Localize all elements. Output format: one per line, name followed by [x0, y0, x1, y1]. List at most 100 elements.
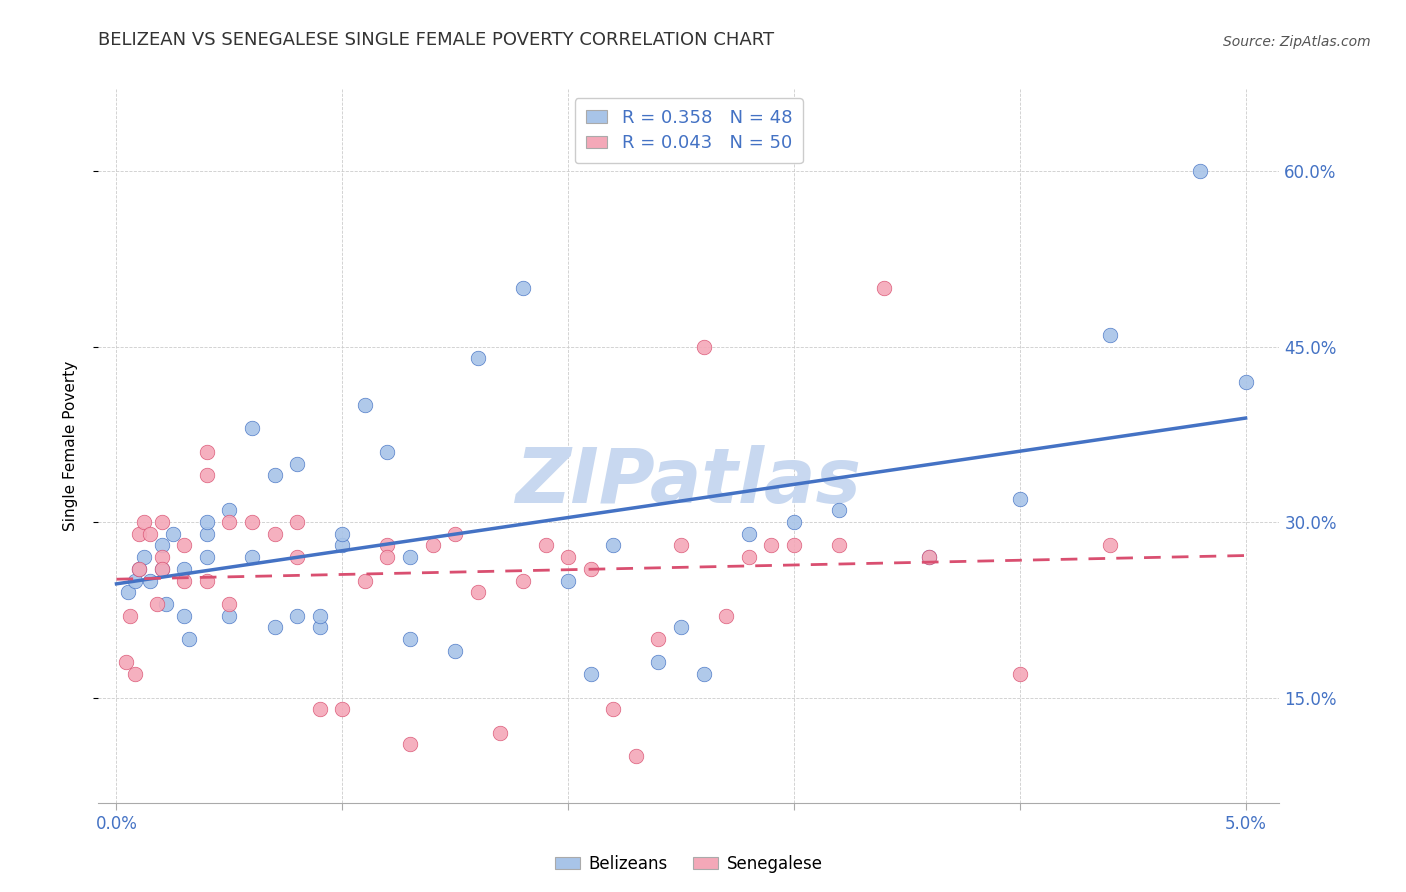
Point [738, 550, 761, 565]
Point [512, 574, 534, 588]
Point [692, 667, 714, 681]
Point [761, 538, 783, 552]
Point [263, 620, 285, 634]
Point [377, 550, 399, 565]
Point [1008, 667, 1031, 681]
Point [124, 574, 146, 588]
Point [146, 597, 169, 611]
Point [828, 538, 851, 552]
Point [218, 608, 240, 623]
Point [263, 468, 285, 483]
Point [195, 574, 218, 588]
Point [1189, 164, 1212, 178]
Point [173, 562, 195, 576]
Point [624, 749, 647, 764]
Point [285, 457, 308, 471]
Text: ZIPatlas: ZIPatlas [516, 445, 862, 518]
Point [669, 620, 692, 634]
Point [195, 445, 218, 459]
Point [1234, 375, 1257, 389]
Point [692, 340, 714, 354]
Point [557, 550, 579, 565]
Point [124, 667, 146, 681]
Point [218, 597, 240, 611]
Point [579, 562, 602, 576]
Point [399, 550, 422, 565]
Point [354, 574, 377, 588]
Point [467, 351, 489, 366]
Point [195, 468, 218, 483]
Point [444, 526, 467, 541]
Point [117, 585, 139, 599]
Point [330, 526, 353, 541]
Point [918, 550, 941, 565]
Point [489, 725, 512, 739]
Point [285, 550, 308, 565]
Point [139, 526, 162, 541]
Text: BELIZEAN VS SENEGALESE SINGLE FEMALE POVERTY CORRELATION CHART: BELIZEAN VS SENEGALESE SINGLE FEMALE POV… [98, 31, 775, 49]
Point [139, 574, 162, 588]
Text: Source: ZipAtlas.com: Source: ZipAtlas.com [1223, 35, 1371, 49]
Point [579, 667, 602, 681]
Point [195, 515, 218, 529]
Point [647, 656, 669, 670]
Point [422, 538, 444, 552]
Point [873, 281, 896, 295]
Point [602, 702, 624, 716]
Point [602, 538, 624, 552]
Point [195, 550, 218, 565]
Point [308, 702, 330, 716]
Point [444, 644, 467, 658]
Point [918, 550, 941, 565]
Point [828, 503, 851, 517]
Point [173, 574, 195, 588]
Point [150, 515, 173, 529]
Point [534, 538, 557, 552]
Point [150, 562, 173, 576]
Point [783, 538, 806, 552]
Point [467, 585, 489, 599]
Point [399, 737, 422, 751]
Point [285, 515, 308, 529]
Point [173, 538, 195, 552]
Point [330, 538, 353, 552]
Point [195, 526, 218, 541]
Point [377, 538, 399, 552]
Point [177, 632, 200, 646]
Point [132, 515, 155, 529]
Point [308, 620, 330, 634]
Point [1099, 327, 1122, 342]
Point [716, 608, 738, 623]
Point [150, 538, 173, 552]
Point [132, 550, 155, 565]
Point [150, 550, 173, 565]
Point [1008, 491, 1031, 506]
Point [263, 526, 285, 541]
Point [240, 421, 263, 435]
Point [1099, 538, 1122, 552]
Point [173, 608, 195, 623]
Point [557, 574, 579, 588]
Point [354, 398, 377, 412]
Point [218, 515, 240, 529]
Point [308, 608, 330, 623]
Point [669, 538, 692, 552]
Point [118, 608, 141, 623]
Point [128, 562, 150, 576]
Legend: Belizeans, Senegalese: Belizeans, Senegalese [548, 848, 830, 880]
Point [218, 503, 240, 517]
Point [240, 515, 263, 529]
Point [783, 515, 806, 529]
Point [128, 526, 150, 541]
Point [285, 608, 308, 623]
Point [647, 632, 669, 646]
Point [150, 562, 173, 576]
Point [330, 702, 353, 716]
Legend: R = 0.358   N = 48, R = 0.043   N = 50: R = 0.358 N = 48, R = 0.043 N = 50 [575, 98, 803, 163]
Point [377, 445, 399, 459]
Point [114, 656, 136, 670]
Point [512, 281, 534, 295]
Point [155, 597, 177, 611]
Point [128, 562, 150, 576]
Point [162, 526, 184, 541]
